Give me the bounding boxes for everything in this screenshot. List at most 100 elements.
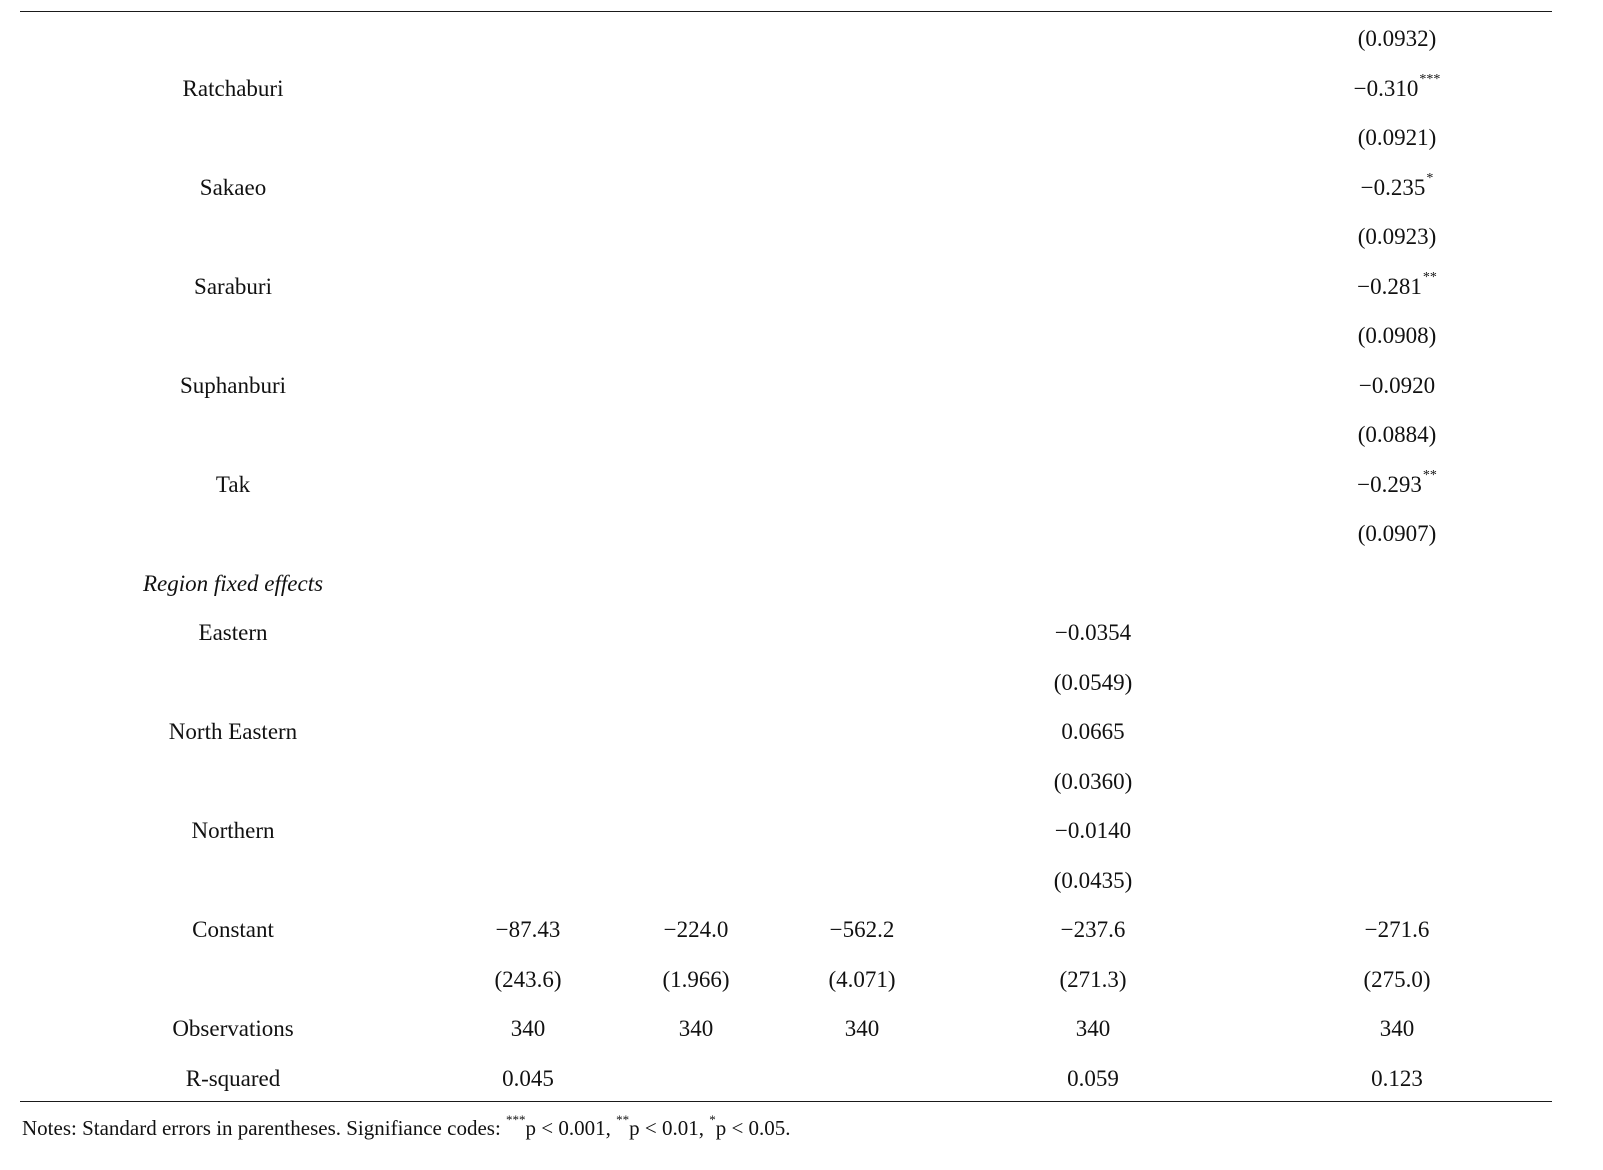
cell-text: R-squared xyxy=(185,1065,281,1091)
cell-col-3: −562.2 xyxy=(830,905,895,955)
cell-text: −562.2 xyxy=(829,917,895,942)
cell-text: (0.0932) xyxy=(1357,26,1437,51)
notes-star3: *** xyxy=(506,1112,526,1127)
cell-col-5: (0.0923) xyxy=(1358,212,1437,262)
cell-col-4: (0.0549) xyxy=(1054,658,1133,708)
row-label: Constant xyxy=(192,905,274,955)
cell-text: (0.0435) xyxy=(1053,867,1133,893)
cell-text: −271.6 xyxy=(1364,917,1430,942)
cell-text: (0.0921) xyxy=(1357,125,1437,150)
cell-text: 0.0665 xyxy=(1061,719,1125,744)
table-row: (0.0360) xyxy=(0,757,1603,807)
cell-text: Ratchaburi xyxy=(182,75,284,101)
table-row: (0.0921) xyxy=(0,113,1603,163)
cell-text: −224.0 xyxy=(663,917,729,942)
notes-star1: * xyxy=(709,1112,716,1127)
cell-text: −0.281 xyxy=(1357,273,1422,299)
cell-col-5: −0.310*** xyxy=(1354,64,1441,114)
cell-text: (0.0360) xyxy=(1053,768,1133,794)
cell-col-4: 0.059 xyxy=(1067,1054,1119,1104)
table-row: Ratchaburi −0.310*** xyxy=(0,64,1603,114)
cell-text: Tak xyxy=(215,471,251,497)
cell-col-2: 340 xyxy=(679,1004,714,1054)
table-row: Eastern −0.0354 xyxy=(0,608,1603,658)
table-row: Tak −0.293** xyxy=(0,460,1603,510)
table-row: (0.0549) xyxy=(0,658,1603,708)
cell-col-5: (0.0908) xyxy=(1358,311,1437,361)
cell-col-1: 340 xyxy=(511,1004,546,1054)
cell-text: (275.0) xyxy=(1363,966,1431,992)
cell-col-5: −0.235* xyxy=(1361,163,1434,213)
cell-col-2: (1.966) xyxy=(662,955,729,1005)
cell-col-4: (0.0435) xyxy=(1054,856,1133,906)
table-row: Observations 340 340 340 340 340 xyxy=(0,1004,1603,1054)
cell-text: (243.6) xyxy=(494,966,562,992)
notes-star2: ** xyxy=(616,1112,630,1127)
cell-text: (4.071) xyxy=(828,966,896,992)
table-row: (0.0884) xyxy=(0,410,1603,460)
cell-text: Observations xyxy=(172,1016,294,1041)
significance-stars: * xyxy=(1426,170,1434,186)
row-label: Saraburi xyxy=(194,262,272,312)
cell-text: Northern xyxy=(191,818,275,843)
cell-col-1: (243.6) xyxy=(494,955,561,1005)
cell-text: −0.0140 xyxy=(1054,818,1132,843)
section-title: Region fixed effects xyxy=(143,559,323,609)
cell-text: −0.310 xyxy=(1353,75,1419,101)
row-label: Northern xyxy=(191,806,274,856)
cell-text: (0.0908) xyxy=(1357,323,1437,348)
table-row: Northern −0.0140 xyxy=(0,806,1603,856)
row-label: Eastern xyxy=(199,608,268,658)
cell-col-5: 0.123 xyxy=(1371,1054,1423,1104)
table-bottom-rule xyxy=(20,1101,1552,1102)
cell-text: 340 xyxy=(678,1016,714,1041)
row-label: Sakaeo xyxy=(200,163,266,213)
cell-col-5: −271.6 xyxy=(1365,905,1430,955)
table-row: (243.6) (1.966) (4.071) (271.3) (275.0) xyxy=(0,955,1603,1005)
row-label: Ratchaburi xyxy=(183,64,284,114)
cell-col-4: 340 xyxy=(1076,1004,1111,1054)
cell-text: North Eastern xyxy=(168,719,298,744)
notes-p3: p < 0.05. xyxy=(715,1116,791,1140)
cell-text: 0.059 xyxy=(1067,1065,1119,1091)
cell-text: −0.0920 xyxy=(1358,372,1436,398)
cell-text: −0.235 xyxy=(1360,174,1426,200)
row-label: Tak xyxy=(216,460,250,510)
cell-text: 0.123 xyxy=(1371,1065,1423,1091)
cell-text: Sakaeo xyxy=(199,174,267,200)
cell-col-1: −87.43 xyxy=(496,905,561,955)
cell-text: −0.0354 xyxy=(1054,620,1132,645)
table-notes: Notes: Standard errors in parentheses. S… xyxy=(22,1110,791,1146)
cell-col-5: −0.0920 xyxy=(1359,361,1435,411)
cell-text: (1.966) xyxy=(662,966,730,992)
cell-text: 340 xyxy=(844,1016,880,1041)
cell-col-1: 0.045 xyxy=(502,1054,554,1104)
cell-text: (0.0549) xyxy=(1053,669,1133,695)
table-row: Suphanburi −0.0920 xyxy=(0,361,1603,411)
table-row: (0.0923) xyxy=(0,212,1603,262)
cell-col-5: −0.293** xyxy=(1357,460,1437,510)
cell-text: −87.43 xyxy=(495,917,561,942)
regression-table: (0.0932) Ratchaburi −0.310*** (0.0921) Sakae… xyxy=(0,14,1603,1103)
cell-col-5: (0.0921) xyxy=(1358,113,1437,163)
table-row: Constant −87.43 −224.0 −562.2 −237.6 −271.6 xyxy=(0,905,1603,955)
cell-text: Constant xyxy=(192,917,274,942)
cell-col-3: (4.071) xyxy=(828,955,895,1005)
significance-stars: ** xyxy=(1422,269,1437,285)
significance-stars: *** xyxy=(1419,71,1441,87)
table-row: (0.0907) xyxy=(0,509,1603,559)
table-row: R-squared 0.045 0.059 0.123 xyxy=(0,1054,1603,1104)
row-label: R-squared xyxy=(186,1054,281,1104)
notes-prefix: Notes: Standard errors in parentheses. S… xyxy=(22,1116,507,1140)
cell-col-5: (0.0907) xyxy=(1358,509,1437,559)
table-row: North Eastern 0.0665 xyxy=(0,707,1603,757)
cell-text: (0.0884) xyxy=(1357,422,1437,447)
cell-col-4: (271.3) xyxy=(1059,955,1126,1005)
row-label: Observations xyxy=(172,1004,293,1054)
table-top-rule xyxy=(20,11,1552,12)
cell-text: 340 xyxy=(1075,1016,1111,1041)
row-label: North Eastern xyxy=(169,707,297,757)
cell-col-5: (0.0932) xyxy=(1358,14,1437,64)
cell-col-4: −0.0354 xyxy=(1055,608,1131,658)
cell-text: (271.3) xyxy=(1059,966,1127,992)
